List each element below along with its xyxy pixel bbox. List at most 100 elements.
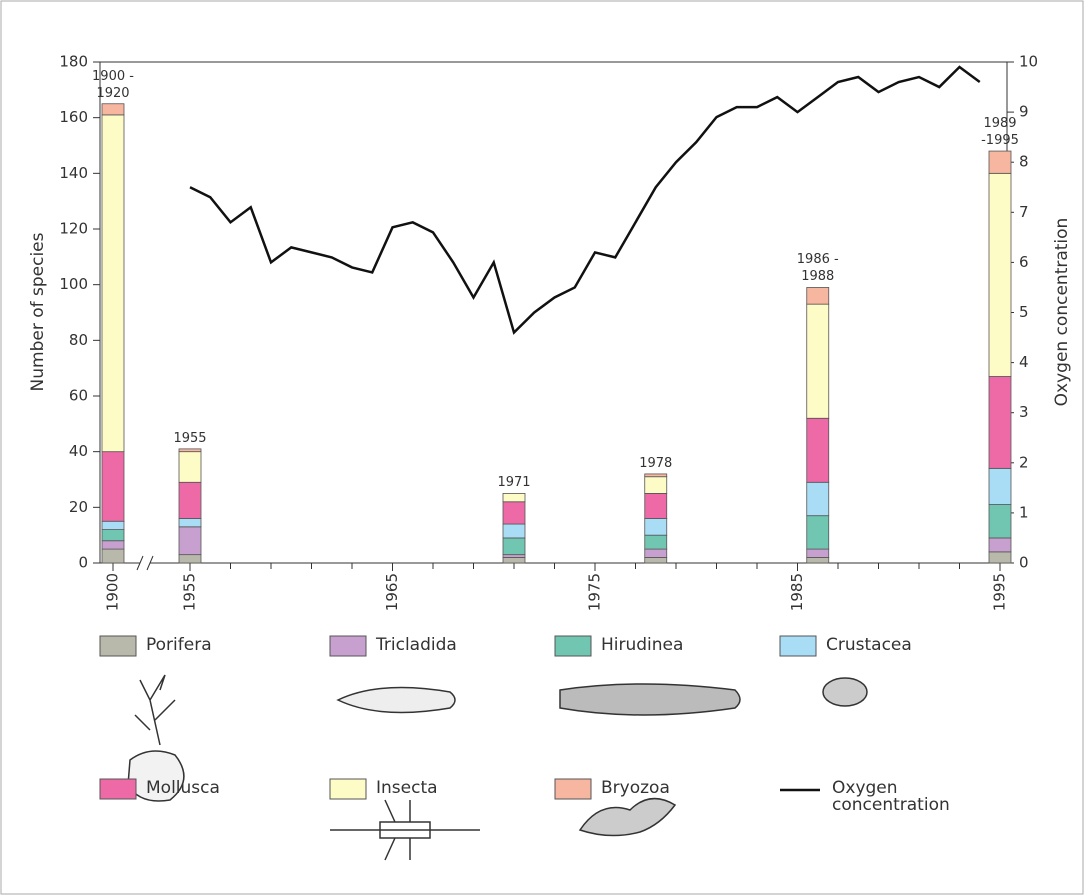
legend-swatch bbox=[329, 635, 367, 657]
bar-label: 1971 bbox=[497, 475, 531, 491]
hirudinea-icon bbox=[559, 683, 741, 716]
bar-label: 1986 - 1988 bbox=[796, 252, 839, 285]
bar-segment bbox=[806, 515, 830, 550]
bar-segment bbox=[101, 548, 125, 564]
bar-segment bbox=[101, 520, 125, 531]
legend-swatch bbox=[779, 635, 817, 657]
bar-segment bbox=[988, 504, 1012, 539]
y-tick-label: 160 bbox=[59, 108, 88, 126]
tricladida-icon bbox=[336, 686, 456, 714]
y2-tick-label: 9 bbox=[1019, 103, 1029, 121]
legend-swatch bbox=[329, 778, 367, 800]
bar-segment bbox=[644, 518, 668, 536]
line bbox=[189, 65, 981, 335]
bar-segment bbox=[806, 287, 830, 305]
bar-segment bbox=[502, 523, 526, 539]
y2-tick-label: 2 bbox=[1019, 453, 1029, 471]
y-tick-label: 140 bbox=[59, 164, 88, 182]
legend-label: Insecta bbox=[376, 778, 438, 798]
y-axis-title: Number of species bbox=[28, 232, 48, 391]
x-tick-label: 1985 bbox=[788, 573, 806, 611]
x-tick-label: 1955 bbox=[181, 573, 199, 611]
bar-segment bbox=[806, 417, 830, 483]
bar-segment bbox=[644, 548, 668, 558]
bar-label: 1955 bbox=[173, 430, 207, 446]
legend-swatch bbox=[99, 635, 137, 657]
bar-segment bbox=[101, 529, 125, 542]
y-tick-label: 40 bbox=[69, 442, 88, 460]
y2-tick-label: 1 bbox=[1019, 503, 1029, 521]
axis-break bbox=[136, 555, 144, 571]
bar-segment bbox=[178, 554, 202, 564]
y-tick-label: 120 bbox=[59, 220, 88, 238]
bar-segment bbox=[101, 103, 125, 116]
y-tick-label: 60 bbox=[69, 387, 88, 405]
y-tick-label: 0 bbox=[78, 554, 88, 572]
bar-segment bbox=[806, 481, 830, 517]
y-tick-label: 180 bbox=[59, 53, 88, 71]
bar-segment bbox=[502, 493, 526, 503]
legend-label: Porifera bbox=[146, 635, 212, 655]
crustacea-icon bbox=[822, 677, 868, 707]
bar-segment bbox=[101, 540, 125, 550]
bar-segment bbox=[178, 451, 202, 483]
y-tick-label: 80 bbox=[69, 331, 88, 349]
bar-segment bbox=[988, 467, 1012, 505]
bar-segment bbox=[988, 537, 1012, 553]
bar-segment bbox=[502, 501, 526, 525]
bar-segment bbox=[806, 548, 830, 558]
y2-tick-label: 10 bbox=[1019, 53, 1038, 71]
bar-segment bbox=[178, 526, 202, 556]
bar-segment bbox=[178, 518, 202, 528]
legend-label: Hirudinea bbox=[601, 635, 684, 655]
bar-segment bbox=[988, 150, 1012, 174]
x-tick-label: 1900 bbox=[104, 573, 122, 611]
bar-segment bbox=[101, 114, 125, 453]
x-tick-label: 1975 bbox=[586, 573, 604, 611]
bar-segment bbox=[502, 554, 526, 558]
bryozoa-icon bbox=[578, 797, 677, 837]
y2-tick-label: 6 bbox=[1019, 253, 1029, 271]
legend-label: Tricladida bbox=[376, 635, 457, 655]
bar-segment bbox=[178, 481, 202, 519]
y2-tick-label: 5 bbox=[1019, 303, 1029, 321]
bar-segment bbox=[644, 557, 668, 564]
x-tick-label: 1995 bbox=[991, 573, 1009, 611]
bar-segment bbox=[644, 493, 668, 519]
bar-segment bbox=[502, 537, 526, 556]
y2-tick-label: 0 bbox=[1019, 554, 1029, 572]
y2-axis-title: Oxygen concentration bbox=[1052, 218, 1072, 407]
y2-tick-label: 8 bbox=[1019, 153, 1029, 171]
y2-tick-label: 7 bbox=[1019, 203, 1029, 221]
bar-segment bbox=[806, 557, 830, 564]
bar-label: 1978 bbox=[639, 455, 673, 471]
bar-segment bbox=[644, 476, 668, 494]
legend-label: Crustacea bbox=[826, 635, 912, 655]
legend-label: Mollusca bbox=[146, 778, 220, 798]
bar-label: 1900 - 1920 bbox=[92, 68, 134, 101]
legend-swatch bbox=[554, 778, 592, 800]
bar-segment bbox=[502, 557, 526, 564]
x-tick-label: 1965 bbox=[383, 573, 401, 611]
legend-label: Oxygen concentration bbox=[832, 778, 950, 815]
bar-segment bbox=[988, 172, 1012, 377]
porifera-icon bbox=[134, 674, 176, 746]
bar-segment bbox=[988, 551, 1012, 564]
bar-segment bbox=[806, 303, 830, 419]
bar-segment bbox=[644, 473, 668, 478]
y2-tick-label: 4 bbox=[1019, 353, 1029, 371]
legend-swatch bbox=[554, 635, 592, 657]
insecta-icon bbox=[330, 799, 480, 861]
legend-swatch bbox=[99, 778, 137, 800]
axis-break bbox=[146, 555, 154, 571]
y2-tick-label: 3 bbox=[1019, 403, 1029, 421]
legend-label: Bryozoa bbox=[601, 778, 670, 798]
illustrations bbox=[127, 674, 868, 861]
bar-segment bbox=[178, 448, 202, 453]
y-tick-label: 20 bbox=[69, 498, 88, 516]
y-tick-label: 100 bbox=[59, 275, 88, 293]
mollusca-icon bbox=[127, 750, 185, 802]
